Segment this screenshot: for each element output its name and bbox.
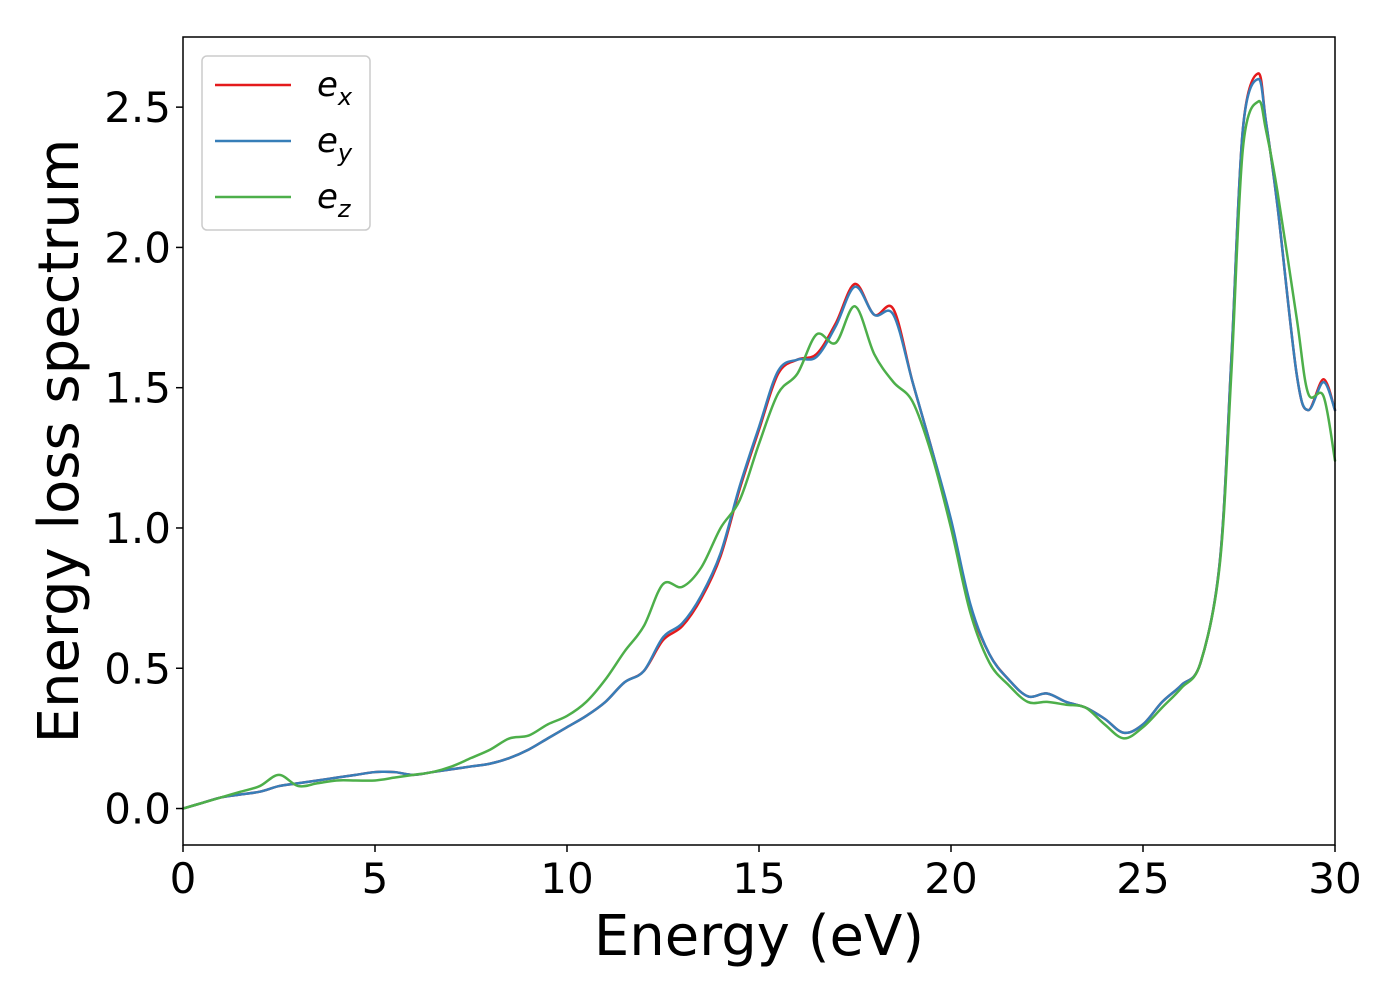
y-tick-label: 1.0 <box>104 504 171 553</box>
legend-box <box>201 55 371 231</box>
y-tick-label: 0.5 <box>104 644 171 693</box>
x-tick-label: 25 <box>1116 854 1169 903</box>
series-lines <box>181 72 1337 810</box>
series-line-z <box>181 99 1337 810</box>
y-tick-label: 2.0 <box>104 223 171 272</box>
y-axis-title: Energy loss spectrum <box>27 139 92 744</box>
x-tick-label: 15 <box>732 854 785 903</box>
x-tick-label: 10 <box>540 854 593 903</box>
x-tick-label: 30 <box>1308 854 1361 903</box>
y-tick-label: 1.5 <box>104 364 171 413</box>
x-axis-ticks: 0 5 10 15 20 25 30 <box>170 845 1362 903</box>
y-axis-ticks: 0.0 0.5 1.0 1.5 2.0 2.5 <box>104 83 183 834</box>
x-tick-label: 20 <box>924 854 977 903</box>
x-tick-label: 5 <box>362 854 389 903</box>
x-axis-title: Energy (eV) <box>594 904 924 969</box>
y-tick-label: 2.5 <box>104 83 171 132</box>
x-tick-label: 0 <box>170 854 197 903</box>
y-tick-label: 0.0 <box>104 785 171 834</box>
